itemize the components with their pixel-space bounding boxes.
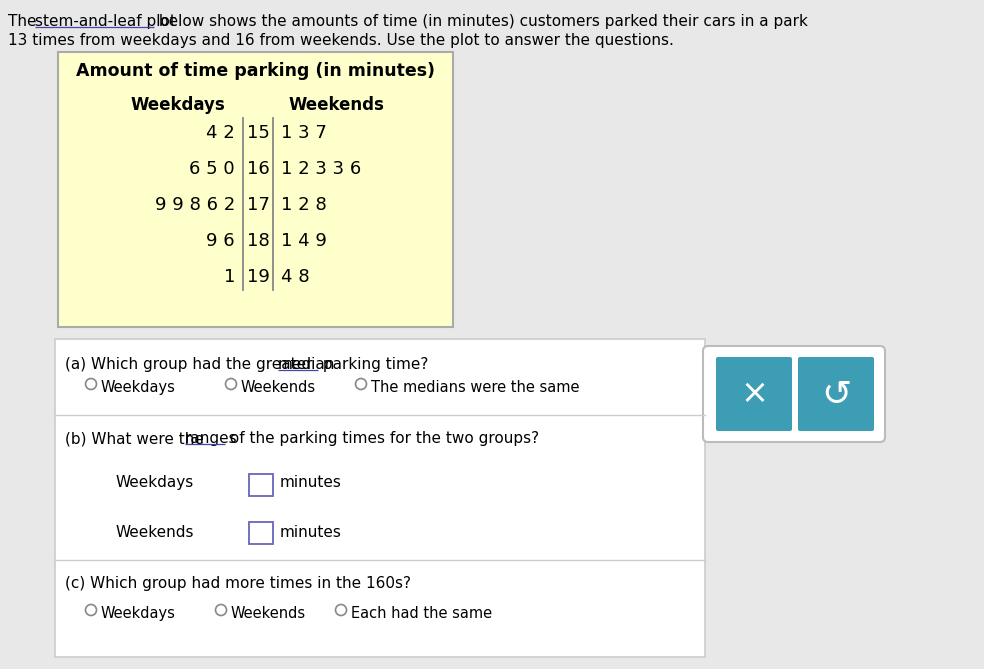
Text: ↺: ↺ [821,377,851,411]
Text: (a) Which group had the greater: (a) Which group had the greater [65,357,318,372]
Text: 4 2: 4 2 [207,124,235,142]
Text: 6 5 0: 6 5 0 [189,160,235,178]
Text: 13 times from weekdays and 16 from weekends. Use the plot to answer the question: 13 times from weekdays and 16 from weeke… [8,33,674,48]
Text: 18: 18 [247,232,270,250]
Text: Weekdays: Weekdays [131,96,225,114]
Text: (b) What were the: (b) What were the [65,431,209,446]
Text: 1 2 8: 1 2 8 [281,196,327,214]
Circle shape [336,605,346,615]
FancyBboxPatch shape [703,346,885,442]
FancyBboxPatch shape [249,474,273,496]
FancyBboxPatch shape [55,339,705,657]
Text: 1 2 3 3 6: 1 2 3 3 6 [281,160,361,178]
FancyBboxPatch shape [716,357,792,431]
FancyBboxPatch shape [58,52,453,327]
Text: Weekdays: Weekdays [115,475,193,490]
Text: 15: 15 [247,124,270,142]
Circle shape [355,379,366,389]
FancyBboxPatch shape [249,522,273,544]
Text: Weekdays: Weekdays [101,380,176,395]
Text: stem-and-leaf plot: stem-and-leaf plot [34,14,175,29]
Text: Weekdays: Weekdays [101,606,176,621]
Text: 4 8: 4 8 [281,268,310,286]
Text: (c) Which group had more times in the 160s?: (c) Which group had more times in the 16… [65,576,411,591]
Text: 9 6: 9 6 [207,232,235,250]
Text: 9 9 8 6 2: 9 9 8 6 2 [154,196,235,214]
Text: The: The [8,14,41,29]
Text: Amount of time parking (in minutes): Amount of time parking (in minutes) [76,62,435,80]
Text: Weekends: Weekends [115,525,194,540]
Text: median: median [277,357,336,372]
Text: ranges: ranges [185,431,237,446]
Circle shape [215,605,226,615]
Circle shape [225,379,236,389]
Text: below shows the amounts of time (in minutes) customers parked their cars in a pa: below shows the amounts of time (in minu… [154,14,808,29]
Text: of the parking times for the two groups?: of the parking times for the two groups? [224,431,539,446]
Text: 17: 17 [247,196,270,214]
FancyBboxPatch shape [798,357,874,431]
Text: minutes: minutes [280,475,341,490]
Text: The medians were the same: The medians were the same [371,380,580,395]
Text: 1 3 7: 1 3 7 [281,124,327,142]
Text: ×: × [740,377,768,411]
Text: 16: 16 [247,160,270,178]
Text: parking time?: parking time? [318,357,428,372]
Text: Weekends: Weekends [241,380,316,395]
Text: Each had the same: Each had the same [351,606,492,621]
Text: Weekends: Weekends [288,96,384,114]
Text: minutes: minutes [280,525,341,540]
Circle shape [86,605,96,615]
Text: Weekends: Weekends [231,606,306,621]
Text: 1: 1 [223,268,235,286]
Text: 19: 19 [247,268,270,286]
Text: 1 4 9: 1 4 9 [281,232,327,250]
Circle shape [86,379,96,389]
